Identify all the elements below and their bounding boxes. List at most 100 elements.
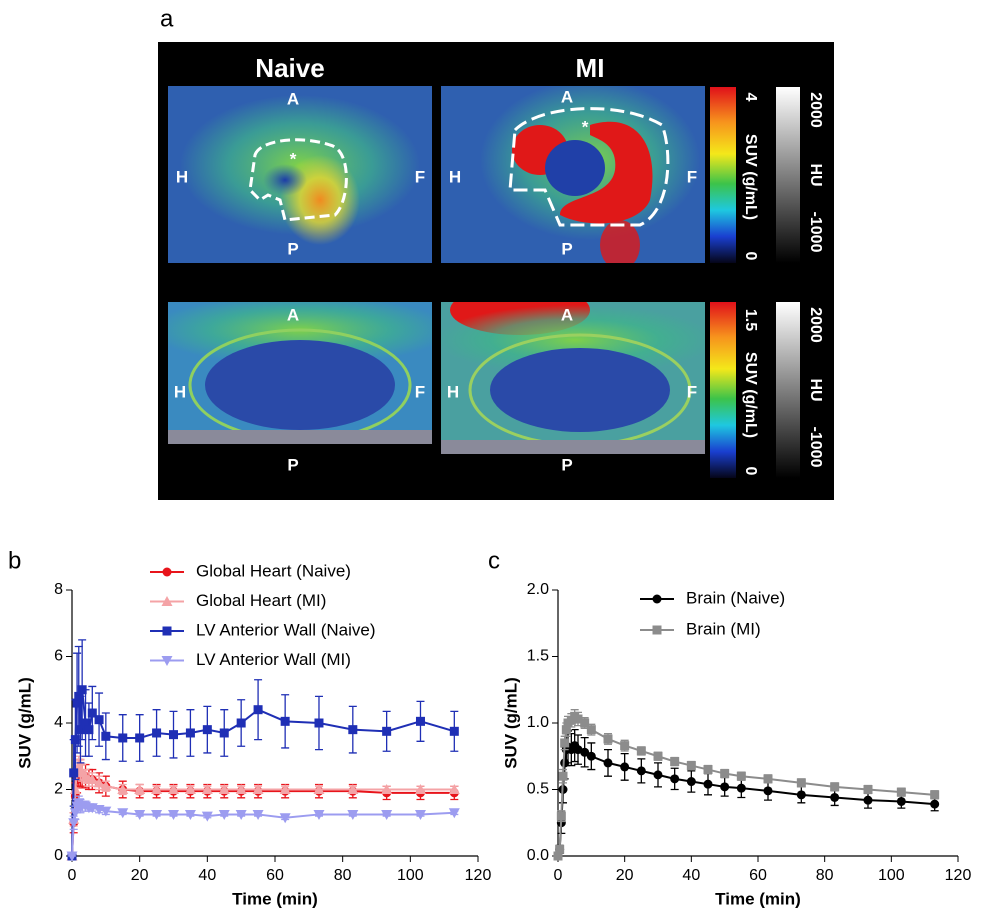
data-point <box>101 731 111 741</box>
orientation: P <box>561 239 572 258</box>
legend-label: Global Heart (Naive) <box>196 561 351 580</box>
colorbar-label: SUV (g/mL) <box>742 134 759 220</box>
data-point <box>185 728 195 738</box>
orientation: H <box>174 382 186 401</box>
y-axis-label: SUV (g/mL) <box>501 677 520 769</box>
column-title: Naive <box>255 53 324 83</box>
legend-label: LV Anterior Wall (Naive) <box>196 620 376 639</box>
data-point <box>382 726 392 736</box>
data-point <box>169 730 178 740</box>
data-point <box>313 784 325 794</box>
colorbar-max: 1.5 <box>742 309 759 331</box>
orientation: F <box>415 382 425 401</box>
data-point <box>100 780 112 791</box>
data-point <box>448 784 460 794</box>
pet-image <box>441 302 705 472</box>
data-point <box>279 813 291 824</box>
legend-label: Brain (Naive) <box>686 588 785 607</box>
data-point <box>117 784 129 794</box>
x-tick-label: 60 <box>749 867 767 884</box>
data-point <box>279 784 291 794</box>
legend-label: Brain (MI) <box>686 619 761 638</box>
y-tick-label: 8 <box>54 581 63 598</box>
data-point <box>201 784 213 794</box>
data-point <box>670 757 680 767</box>
y-tick-label: 2 <box>54 781 63 798</box>
y-tick-label: 1.5 <box>527 648 549 665</box>
x-tick-label: 40 <box>198 867 216 884</box>
orientation: P <box>287 239 298 258</box>
legend-marker <box>161 656 173 666</box>
data-point <box>830 782 840 792</box>
orientation: A <box>287 305 299 324</box>
colorbar-label: HU <box>807 378 824 401</box>
x-axis-label: Time (min) <box>232 889 318 908</box>
data-point <box>135 733 145 743</box>
orientation: A <box>561 87 573 106</box>
data-point <box>218 784 230 794</box>
data-point <box>69 768 79 778</box>
data-point <box>168 809 179 820</box>
orientation: A <box>561 305 573 324</box>
data-point <box>70 735 80 745</box>
data-point <box>236 718 246 728</box>
series-line <box>71 689 455 857</box>
y-tick-label: 2.0 <box>527 581 549 598</box>
colorbar <box>710 302 736 478</box>
data-point <box>620 741 630 751</box>
data-point <box>763 786 773 796</box>
panel-label: b <box>8 547 21 574</box>
x-tick-label: 100 <box>397 867 424 884</box>
data-point <box>580 747 590 757</box>
data-point <box>280 716 290 726</box>
data-point <box>218 809 230 820</box>
x-tick-label: 60 <box>266 867 284 884</box>
legend-label: Global Heart (MI) <box>196 591 326 610</box>
data-point <box>653 751 663 761</box>
orientation: F <box>687 382 697 401</box>
data-point <box>930 790 940 800</box>
colorbar <box>710 87 736 263</box>
data-point <box>313 809 325 820</box>
data-point <box>347 784 359 794</box>
data-point <box>703 765 713 775</box>
data-point <box>184 784 196 794</box>
data-point <box>81 718 91 728</box>
data-point <box>94 715 104 725</box>
orientation: H <box>447 382 459 401</box>
legend-marker <box>161 596 173 606</box>
y-tick-label: 0 <box>54 847 63 864</box>
data-point <box>201 811 213 822</box>
legend-marker <box>162 626 172 636</box>
x-tick-label: 40 <box>682 867 700 884</box>
data-point <box>252 784 264 794</box>
colorbar-label: SUV (g/mL) <box>742 352 759 438</box>
data-point <box>720 782 730 792</box>
data-point <box>720 769 730 779</box>
colorbar-min: -1000 <box>807 427 824 468</box>
data-point <box>580 718 590 728</box>
data-point <box>75 725 85 735</box>
x-tick-label: 20 <box>131 867 149 884</box>
data-point <box>863 785 873 794</box>
x-tick-label: 120 <box>465 867 492 884</box>
data-point <box>796 778 806 788</box>
y-tick-label: 0.5 <box>527 781 549 798</box>
data-point <box>863 795 873 805</box>
data-point <box>348 725 358 735</box>
legend-marker <box>652 594 662 604</box>
data-point <box>636 746 646 756</box>
data-point <box>414 809 426 820</box>
data-point <box>586 751 596 761</box>
y-axis-label: SUV (g/mL) <box>15 677 34 769</box>
data-point <box>93 777 105 788</box>
data-point <box>448 808 460 819</box>
panel-label: a <box>160 5 174 32</box>
colorbar-min: 0 <box>742 252 759 261</box>
data-point <box>118 733 128 743</box>
colorbar-label: HU <box>807 163 824 186</box>
data-point <box>415 716 425 726</box>
data-point <box>558 771 568 781</box>
infarct-marker: * <box>290 149 297 168</box>
x-axis-label: Time (min) <box>715 889 801 908</box>
